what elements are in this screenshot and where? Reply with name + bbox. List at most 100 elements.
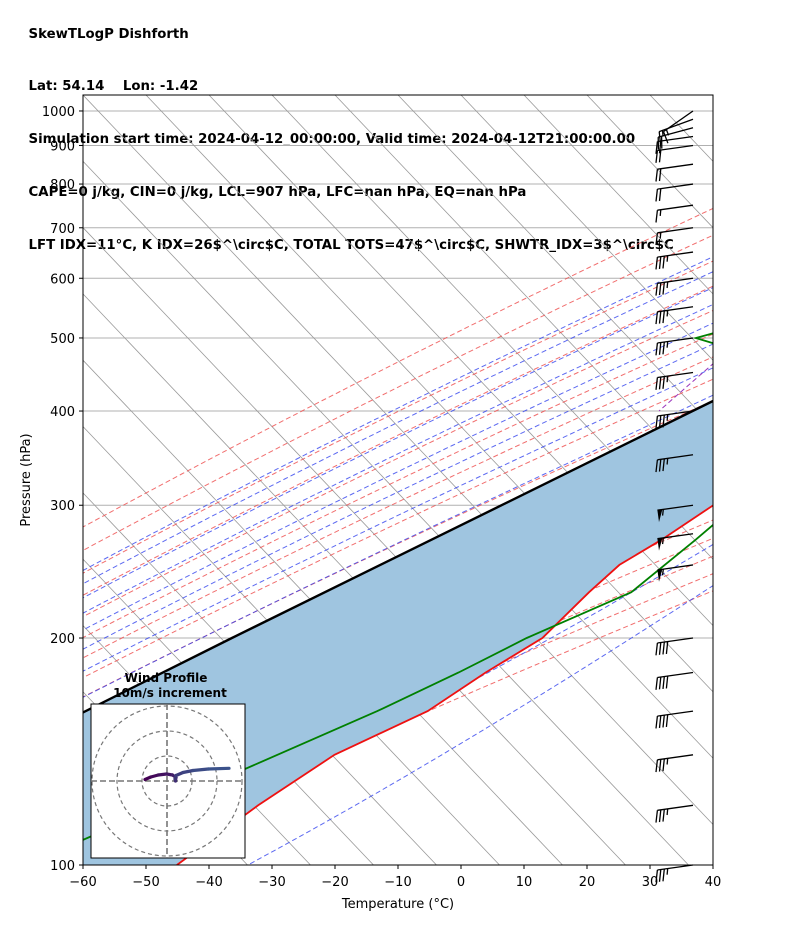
x-tick-label: 40 — [705, 875, 722, 890]
isotherm-line — [83, 425, 500, 865]
y-tick-label: 200 — [50, 632, 75, 647]
wind-barb — [655, 227, 694, 246]
hodograph-segment — [206, 766, 231, 771]
location-text: Lat: 54.14 Lon: -1.42 — [28, 79, 199, 95]
moist-adiabat — [83, 303, 713, 614]
barb-staff — [657, 637, 694, 644]
dry-adiabat — [83, 378, 713, 679]
barb-full — [662, 341, 665, 355]
x-tick-label: 10 — [516, 875, 533, 890]
mixing-ratio-line — [768, 95, 794, 411]
wind-barb — [655, 637, 694, 656]
barb-staff — [657, 710, 694, 717]
barb-full — [658, 676, 662, 690]
wind-barb — [657, 564, 694, 582]
axes: −60 −50 −40 −30 −20 −10 0 10 20 30 40 1000 900 800 700… — [42, 105, 721, 890]
barb-staff — [657, 227, 694, 234]
barb-half — [666, 255, 669, 262]
moist-adiabat — [83, 343, 713, 650]
isotherm-line — [460, 95, 713, 361]
dewpoint-line — [83, 332, 713, 841]
wind-barb — [655, 306, 694, 325]
hodograph-title: Wind Profile — [125, 671, 208, 685]
barb-pennant — [657, 509, 663, 523]
barb-staff — [657, 804, 694, 811]
barb-full — [658, 809, 662, 823]
barb-full — [658, 311, 662, 324]
barb-full — [655, 716, 659, 729]
indices-line-2: LFT IDX=11°C, K IDX=26$^\circ$C, TOTAL T… — [10, 219, 674, 272]
barb-staff — [657, 864, 694, 871]
barb-staff — [658, 118, 694, 133]
barb-full — [658, 149, 662, 163]
x-tick-label: −50 — [132, 875, 159, 890]
barb-full — [662, 131, 669, 144]
x-tick-label: 0 — [457, 875, 465, 890]
y-tick-label: 500 — [50, 332, 75, 347]
hodograph-segment — [181, 768, 195, 775]
wind-barb — [655, 671, 694, 690]
barb-full — [655, 677, 659, 690]
y-tick-label: 800 — [50, 178, 75, 193]
mixing-ratio-line — [719, 95, 794, 411]
barb-staff — [657, 183, 694, 190]
barb-half — [661, 509, 664, 516]
isotherm-line — [776, 95, 794, 865]
barb-half — [666, 758, 669, 765]
hodograph-segment — [191, 767, 210, 773]
y-axis-label: Pressure (hPa) — [19, 433, 34, 526]
barb-full — [655, 169, 659, 182]
isotherm-line — [712, 95, 713, 96]
x-tick-label: −60 — [69, 875, 96, 890]
barb-full — [658, 140, 662, 154]
barb-full — [655, 810, 659, 823]
barb-full — [662, 415, 665, 428]
dry-adiabat — [83, 207, 713, 528]
isotherm-line — [271, 95, 713, 560]
moist-adiabat — [83, 322, 713, 631]
barb-full — [658, 342, 662, 355]
barb-staff — [658, 127, 694, 138]
barb-full — [662, 376, 665, 389]
wind-barb — [655, 204, 694, 223]
barb-full — [658, 715, 662, 728]
x-tick-label: 20 — [579, 875, 596, 890]
dry-adiabat — [83, 260, 713, 574]
barb-full — [662, 809, 665, 822]
y-tick-label: 900 — [50, 139, 75, 154]
barb-full — [658, 415, 662, 428]
moist-adiabat — [83, 271, 713, 585]
barb-full — [655, 869, 659, 883]
barb-staff — [657, 754, 694, 761]
barb-staff — [657, 337, 694, 344]
barb-staff — [657, 306, 694, 313]
barb-full — [655, 283, 659, 296]
barb-staff — [657, 371, 694, 379]
barb-half — [666, 310, 669, 317]
barb-full — [662, 256, 665, 269]
hodograph-subtitle: 10m/s increment — [113, 686, 227, 700]
barb-half — [661, 537, 664, 545]
isotherm-line — [83, 359, 563, 865]
wind-barbs — [655, 110, 694, 883]
chart-title: SkewTLogP Dishforth — [10, 8, 674, 61]
wind-barb — [655, 337, 694, 356]
barb-full — [658, 459, 662, 472]
barb-full — [655, 459, 659, 473]
wind-barb — [655, 454, 694, 473]
barb-half — [666, 281, 669, 289]
x-tick-label: −20 — [321, 875, 348, 890]
wind-barb — [657, 504, 694, 523]
barb-half — [666, 868, 669, 875]
barb-full — [662, 458, 665, 472]
location-line: Lat: 54.14 Lon: -1.42 — [10, 61, 674, 114]
barb-staff — [657, 671, 694, 679]
barb-full — [655, 257, 659, 270]
barb-full — [662, 715, 665, 728]
y-tick-label: 700 — [50, 222, 75, 237]
barb-full — [655, 415, 659, 429]
time-text: Simulation start time: 2024-04-12_00:00:… — [28, 132, 636, 148]
barb-half — [659, 232, 662, 239]
barb-full — [662, 676, 665, 689]
barb-half — [659, 209, 662, 216]
